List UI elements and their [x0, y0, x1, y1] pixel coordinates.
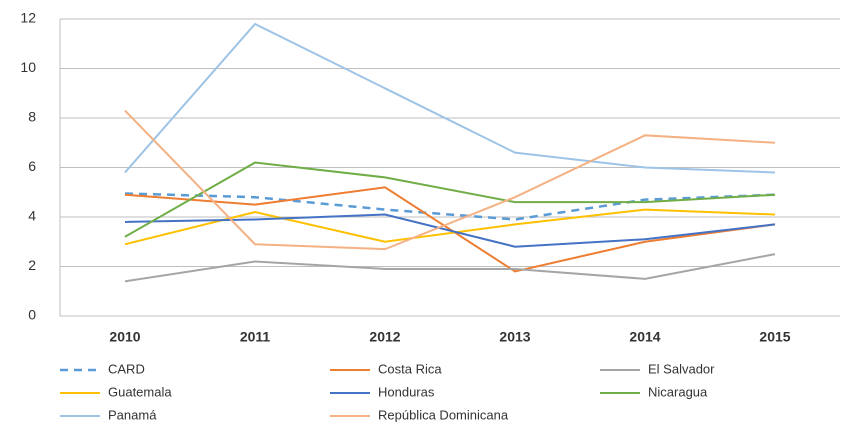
y-tick-label: 8	[28, 109, 36, 125]
x-tick-label: 2010	[109, 329, 140, 345]
series-line	[124, 213, 776, 248]
x-tick-label: 2014	[629, 329, 660, 345]
x-tick-label: 2015	[759, 329, 790, 345]
y-tick-label: 10	[20, 59, 36, 75]
y-tick-label: 2	[28, 257, 36, 273]
legend-label: Costa Rica	[378, 361, 442, 376]
series-line	[124, 186, 776, 273]
y-tick-label: 4	[28, 208, 36, 224]
series-line	[124, 253, 776, 283]
legend-label: El Salvador	[648, 361, 715, 376]
series-line	[124, 109, 776, 251]
legend-label: Panamá	[108, 407, 157, 422]
legend-label: Honduras	[378, 384, 435, 399]
legend-label: Nicaragua	[648, 384, 708, 399]
x-tick-label: 2013	[499, 329, 530, 345]
x-tick-label: 2012	[369, 329, 400, 345]
legend-label: República Dominicana	[378, 407, 509, 422]
x-tick-label: 2011	[240, 329, 271, 345]
y-tick-label: 12	[20, 10, 36, 26]
series-line	[124, 161, 776, 238]
series-line	[124, 192, 776, 221]
legend-label: Guatemala	[108, 384, 172, 399]
y-tick-label: 6	[28, 158, 36, 174]
series-line	[124, 208, 776, 246]
series-line	[124, 22, 776, 174]
legend-label: CARD	[108, 361, 145, 376]
y-tick-label: 0	[28, 307, 36, 323]
